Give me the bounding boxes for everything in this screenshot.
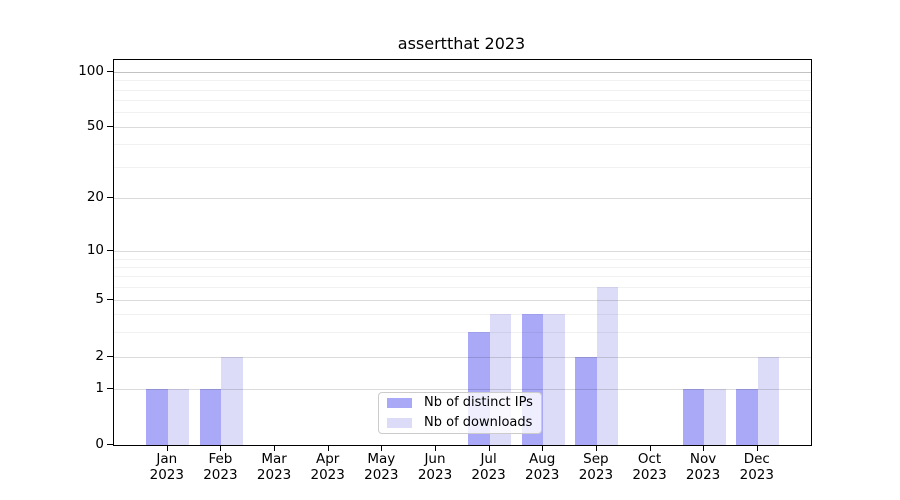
bar-nb-of-downloads-nov xyxy=(704,389,726,445)
y-tick-2 xyxy=(107,356,113,357)
y-tick-0 xyxy=(107,444,113,445)
x-tick-label-sep: Sep 2023 xyxy=(578,451,614,483)
y-tick-label-1: 1 xyxy=(95,380,104,397)
y-tick-5 xyxy=(107,298,113,300)
gridline-minor-8 xyxy=(114,266,811,268)
legend-row-distinct-ips: Nb of distinct IPs xyxy=(387,395,533,411)
y-tick-label-20: 20 xyxy=(86,189,104,205)
gridline-minor-6 xyxy=(114,287,811,288)
x-tick-label-oct: Oct 2023 xyxy=(632,451,667,483)
x-tick-nov xyxy=(703,446,705,451)
x-tick-label-aug: Aug 2023 xyxy=(525,451,560,483)
gridline-major-50 xyxy=(114,127,811,128)
bar-nb-of-downloads-sep xyxy=(596,287,619,445)
y-tick-1 xyxy=(107,388,113,390)
x-tick-oct xyxy=(649,446,651,451)
x-tick-label-jul: Jul 2023 xyxy=(471,451,506,483)
x-tick-feb xyxy=(220,446,222,451)
gridline-minor-9 xyxy=(114,258,811,260)
gridline-major-100 xyxy=(114,71,811,73)
y-tick-100 xyxy=(107,70,113,72)
gridline-minor-3 xyxy=(114,331,811,333)
bar-nb-of-distinct-ips-nov xyxy=(682,389,705,445)
x-tick-jun xyxy=(435,446,436,451)
y-tick-label-0: 0 xyxy=(95,436,104,452)
y-tick-label-2: 2 xyxy=(95,348,104,364)
y-tick-label-100: 100 xyxy=(78,62,104,79)
gridline-major-20 xyxy=(114,198,811,199)
gridline-minor-30 xyxy=(114,166,811,168)
gridline-minor-4 xyxy=(114,313,811,315)
x-tick-jul xyxy=(488,446,490,451)
x-tick-label-may: May 2023 xyxy=(364,451,399,483)
legend-swatch-downloads xyxy=(387,418,412,428)
gridline-major-2 xyxy=(114,357,811,358)
bar-nb-of-distinct-ips-feb xyxy=(199,389,222,445)
y-tick-20 xyxy=(107,197,113,198)
y-tick-10 xyxy=(107,250,113,252)
bar-nb-of-distinct-ips-dec xyxy=(736,389,758,445)
x-tick-label-apr: Apr 2023 xyxy=(310,451,345,483)
y-tick-50 xyxy=(107,126,113,127)
bar-nb-of-downloads-feb xyxy=(221,357,243,445)
x-tick-label-jun: Jun 2023 xyxy=(417,451,453,483)
x-tick-label-nov: Nov 2023 xyxy=(685,451,721,483)
x-tick-label-dec: Dec 2023 xyxy=(739,451,774,483)
gridline-major-10 xyxy=(114,251,811,253)
y-tick-label-50: 50 xyxy=(86,118,104,134)
x-tick-aug xyxy=(542,446,544,451)
gridline-minor-7 xyxy=(114,276,811,278)
bar-nb-of-distinct-ips-jan xyxy=(146,389,168,445)
chart-title: assertthat 2023 xyxy=(397,34,526,53)
gridline-minor-40 xyxy=(114,144,811,146)
bar-nb-of-downloads-dec xyxy=(757,357,780,445)
x-tick-label-mar: Mar 2023 xyxy=(256,451,292,483)
gridline-minor-60 xyxy=(114,112,811,114)
bar-nb-of-downloads-aug xyxy=(543,313,565,445)
y-tick-label-5: 5 xyxy=(95,290,104,307)
legend: Nb of distinct IPs Nb of downloads xyxy=(378,392,542,434)
gridline-major-5 xyxy=(114,299,811,301)
x-tick-may xyxy=(381,446,383,451)
y-tick-label-10: 10 xyxy=(86,242,104,259)
x-tick-dec xyxy=(756,446,758,451)
x-tick-label-jan: Jan 2023 xyxy=(149,451,184,483)
legend-row-downloads: Nb of downloads xyxy=(387,415,533,431)
gridline-major-1 xyxy=(114,389,811,391)
legend-label-distinct-ips: Nb of distinct IPs xyxy=(424,395,533,410)
x-tick-apr xyxy=(327,446,329,451)
x-tick-label-feb: Feb 2023 xyxy=(203,451,238,483)
x-tick-sep xyxy=(595,446,597,451)
bar-nb-of-downloads-jan xyxy=(167,389,190,445)
gridline-minor-80 xyxy=(114,89,811,91)
gridline-minor-90 xyxy=(114,80,811,82)
gridline-minor-70 xyxy=(114,100,811,102)
bar-nb-of-distinct-ips-sep xyxy=(575,357,597,445)
x-tick-mar xyxy=(274,446,276,451)
legend-label-downloads: Nb of downloads xyxy=(424,415,533,430)
plot-area: Nb of distinct IPs Nb of downloads xyxy=(113,59,812,446)
x-tick-jan xyxy=(166,446,168,451)
legend-swatch-distinct-ips xyxy=(387,398,412,408)
